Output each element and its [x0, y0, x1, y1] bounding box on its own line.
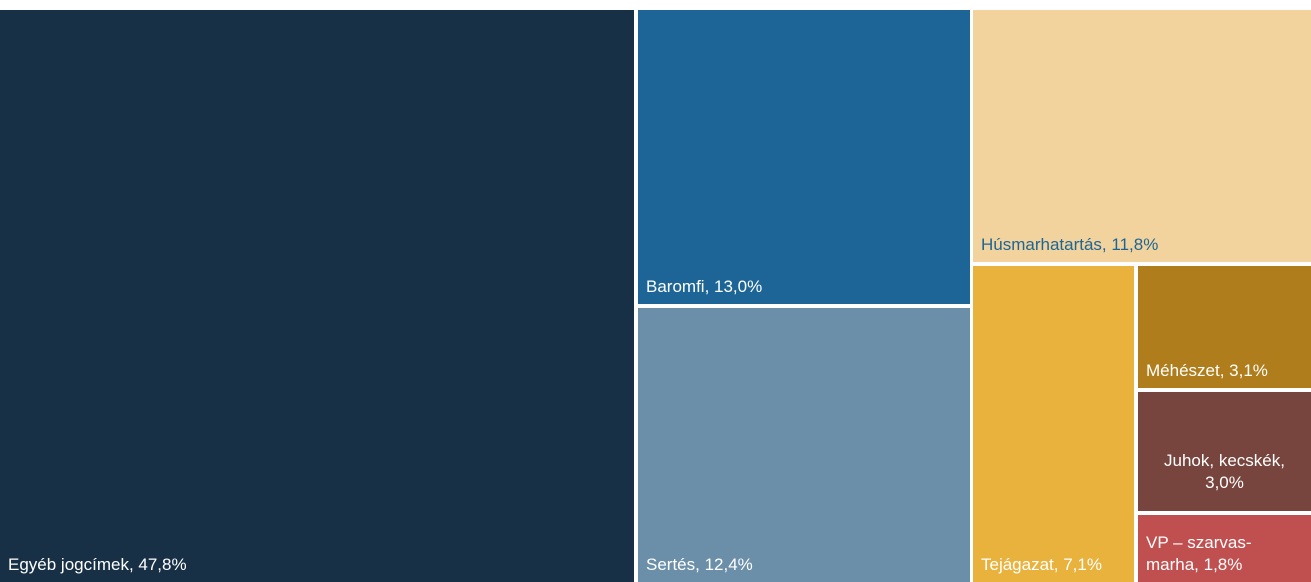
treemap-tile-husmarhatartas: Húsmarhatartás, 11,8%: [973, 10, 1311, 262]
treemap-label: Méhészet, 3,1%: [1146, 361, 1268, 380]
treemap-tile-baromfi: Baromfi, 13,0%: [638, 10, 970, 304]
treemap-tile-tejagazat: Tejágazat, 7,1%: [973, 266, 1134, 582]
treemap-label: Baromfi, 13,0%: [646, 277, 763, 296]
treemap-tile-sertes: Sertés, 12,4%: [638, 308, 970, 582]
treemap-tile-juhok-kecskek: Juhok, kecskék, 3,0%: [1138, 392, 1311, 511]
treemap-tile-meheszet: Méhészet, 3,1%: [1138, 266, 1311, 388]
treemap-tile-vp-szarvasmarha: VP – szarvas- marha, 1,8%: [1138, 515, 1311, 582]
treemap-label: Sertés, 12,4%: [646, 555, 753, 574]
treemap-label: VP – szarvas- marha, 1,8%: [1146, 533, 1252, 574]
treemap-label: Húsmarhatartás, 11,8%: [981, 235, 1159, 254]
treemap-label: Tejágazat, 7,1%: [981, 555, 1102, 574]
treemap-tile-egyeb-jogcimek: Egyéb jogcímek, 47,8%: [0, 10, 634, 582]
treemap-label: Juhok, kecskék, 3,0%: [1164, 451, 1285, 492]
treemap-label: Egyéb jogcímek, 47,8%: [8, 555, 187, 574]
